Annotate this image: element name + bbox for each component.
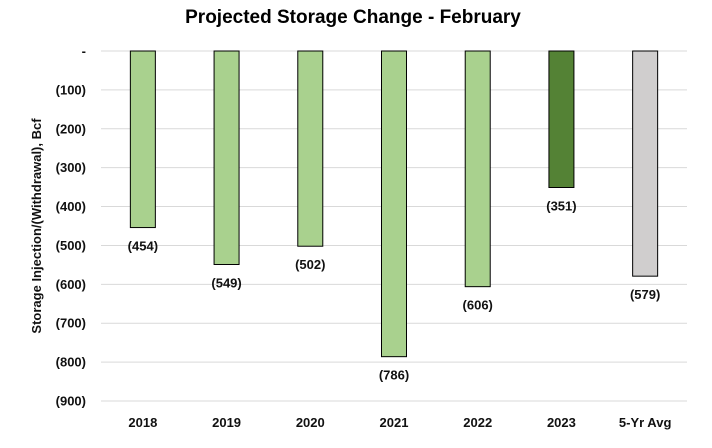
y-tick-label: (300) [56,160,86,175]
y-axis-ticks: - (100) (200) (300) (400) (500) (600) (700) (800… [56,44,86,409]
x-axis-ticks: 2018 2019 2020 2021 2022 2023 5-Yr Avg [128,415,671,430]
bar [381,50,407,358]
y-tick-label: (500) [56,238,86,253]
bar [129,50,156,229]
y-tick-label: (200) [56,121,86,136]
bar [297,50,324,247]
bar [548,50,575,188]
bar [213,50,240,265]
bar [632,50,659,277]
data-label: (786) [379,368,409,383]
x-tick-label: 2022 [463,415,492,430]
data-labels: (454) (549) (502) (786) (606) (351) (579) [128,199,661,383]
y-tick-label: (900) [56,394,86,409]
bars [129,50,659,358]
y-tick-label: - [82,44,86,59]
y-tick-label: (800) [56,355,86,370]
chart-title: Projected Storage Change - February [185,7,521,28]
data-label: (579) [630,287,660,302]
x-tick-label: 2023 [547,415,576,430]
data-label: (606) [463,298,493,313]
data-label: (549) [211,276,241,291]
x-tick-label: 2021 [380,415,409,430]
bar [464,50,491,288]
y-axis-label: Storage Injection/(Withdrawal), Bcf [29,118,44,334]
y-tick-label: (400) [56,199,86,214]
x-tick-label: 2019 [212,415,241,430]
x-tick-label: 2018 [128,415,157,430]
x-tick-label: 5-Yr Avg [619,415,672,430]
data-label: (454) [128,239,158,254]
x-tick-label: 2020 [296,415,325,430]
y-tick-label: (600) [56,277,86,292]
data-label: (502) [295,257,325,272]
y-tick-label: (700) [56,316,86,331]
y-tick-label: (100) [56,82,86,97]
data-label: (351) [546,199,576,214]
